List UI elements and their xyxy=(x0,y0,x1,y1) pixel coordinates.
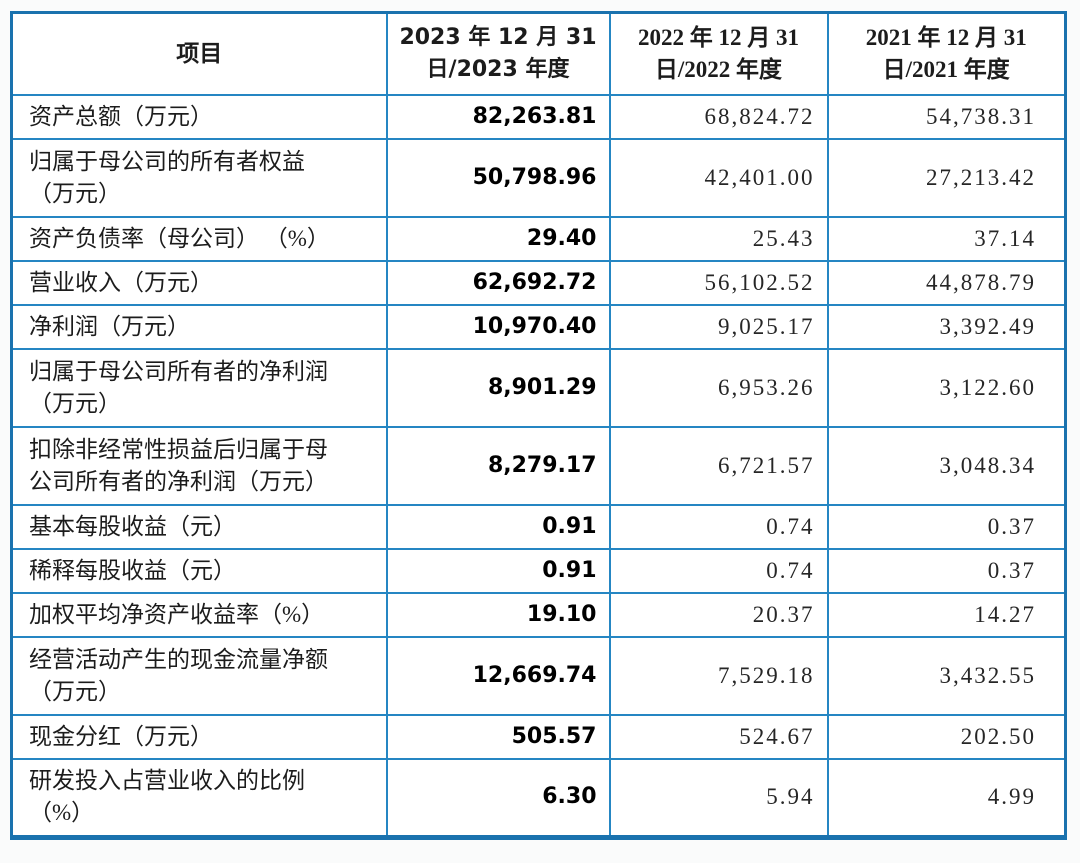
value-2023: 29.40 xyxy=(385,216,611,262)
table-row-total-assets: 资产总额（万元） 82,263.81 68,824.72 54,738.31 xyxy=(10,94,1067,140)
table-header-row: 项目 2023 年 12 月 31 日/2023 年度 2022 年 12 月 … xyxy=(10,11,1067,96)
value-2021: 3,392.49 xyxy=(826,304,1067,350)
table-row-diluted-eps: 稀释每股收益（元） 0.91 0.74 0.37 xyxy=(10,548,1067,594)
value-2022: 524.67 xyxy=(608,714,829,760)
value-2022: 9,025.17 xyxy=(608,304,829,350)
column-header-2023: 2023 年 12 月 31 日/2023 年度 xyxy=(385,11,611,96)
value-2022: 56,102.52 xyxy=(608,260,829,306)
row-label: 资产总额（万元） xyxy=(10,94,388,140)
value-2023: 50,798.96 xyxy=(385,138,611,218)
value-2023: 8,279.17 xyxy=(385,426,611,506)
column-header-2022: 2022 年 12 月 31 日/2022 年度 xyxy=(608,11,829,96)
row-label: 净利润（万元） xyxy=(10,304,388,350)
value-2022: 0.74 xyxy=(608,504,829,550)
value-2023: 19.10 xyxy=(385,592,611,638)
value-2022: 25.43 xyxy=(608,216,829,262)
value-2022: 7,529.18 xyxy=(608,636,829,716)
financial-summary-table: 项目 2023 年 12 月 31 日/2023 年度 2022 年 12 月 … xyxy=(10,11,1067,840)
row-label: 加权平均净资产收益率（%） xyxy=(10,592,388,638)
table-row-rd-ratio: 研发投入占营业收入的比例 （%） 6.30 5.94 4.99 xyxy=(10,758,1067,838)
table-row-weighted-roe: 加权平均净资产收益率（%） 19.10 20.37 14.27 xyxy=(10,592,1067,638)
value-2022: 6,721.57 xyxy=(608,426,829,506)
row-label: 归属于母公司的所有者权益 （万元） xyxy=(10,138,388,218)
value-2023: 0.91 xyxy=(385,548,611,594)
value-2023: 10,970.40 xyxy=(385,304,611,350)
value-2022: 5.94 xyxy=(608,758,829,838)
value-2021: 202.50 xyxy=(826,714,1067,760)
value-2023: 8,901.29 xyxy=(385,348,611,428)
table-row-parent-equity: 归属于母公司的所有者权益 （万元） 50,798.96 42,401.00 27… xyxy=(10,138,1067,218)
value-2021: 27,213.42 xyxy=(826,138,1067,218)
value-2023: 12,669.74 xyxy=(385,636,611,716)
value-2023: 505.57 xyxy=(385,714,611,760)
row-label: 基本每股收益（元） xyxy=(10,504,388,550)
value-2023: 82,263.81 xyxy=(385,94,611,140)
value-2022: 6,953.26 xyxy=(608,348,829,428)
row-label: 营业收入（万元） xyxy=(10,260,388,306)
table-row-net-profit: 净利润（万元） 10,970.40 9,025.17 3,392.49 xyxy=(10,304,1067,350)
value-2022: 42,401.00 xyxy=(608,138,829,218)
value-2021: 0.37 xyxy=(826,504,1067,550)
value-2021: 0.37 xyxy=(826,548,1067,594)
value-2022: 68,824.72 xyxy=(608,94,829,140)
table-row-operating-cash-flow: 经营活动产生的现金流量净额 （万元） 12,669.74 7,529.18 3,… xyxy=(10,636,1067,716)
value-2021: 54,738.31 xyxy=(826,94,1067,140)
table-row-debt-ratio: 资产负债率（母公司） （%） 29.40 25.43 37.14 xyxy=(10,216,1067,262)
table-row-revenue: 营业收入（万元） 62,692.72 56,102.52 44,878.79 xyxy=(10,260,1067,306)
table-row-basic-eps: 基本每股收益（元） 0.91 0.74 0.37 xyxy=(10,504,1067,550)
row-label: 稀释每股收益（元） xyxy=(10,548,388,594)
value-2021: 44,878.79 xyxy=(826,260,1067,306)
value-2023: 0.91 xyxy=(385,504,611,550)
value-2023: 6.30 xyxy=(385,758,611,838)
value-2021: 14.27 xyxy=(826,592,1067,638)
value-2022: 0.74 xyxy=(608,548,829,594)
table-row-cash-dividend: 现金分红（万元） 505.57 524.67 202.50 xyxy=(10,714,1067,760)
value-2021: 3,122.60 xyxy=(826,348,1067,428)
value-2021: 4.99 xyxy=(826,758,1067,838)
value-2021: 3,432.55 xyxy=(826,636,1067,716)
row-label: 现金分红（万元） xyxy=(10,714,388,760)
value-2021: 37.14 xyxy=(826,216,1067,262)
column-header-item: 项目 xyxy=(10,11,388,96)
row-label: 经营活动产生的现金流量净额 （万元） xyxy=(10,636,388,716)
value-2023: 62,692.72 xyxy=(385,260,611,306)
value-2022: 20.37 xyxy=(608,592,829,638)
table-row-parent-net-profit: 归属于母公司所有者的净利润 （万元） 8,901.29 6,953.26 3,1… xyxy=(10,348,1067,428)
row-label: 扣除非经常性损益后归属于母 公司所有者的净利润（万元） xyxy=(10,426,388,506)
row-label: 研发投入占营业收入的比例 （%） xyxy=(10,758,388,838)
table-row-deducted-net-profit: 扣除非经常性损益后归属于母 公司所有者的净利润（万元） 8,279.17 6,7… xyxy=(10,426,1067,506)
column-header-2021: 2021 年 12 月 31 日/2021 年度 xyxy=(826,11,1067,96)
row-label: 归属于母公司所有者的净利润 （万元） xyxy=(10,348,388,428)
value-2021: 3,048.34 xyxy=(826,426,1067,506)
row-label: 资产负债率（母公司） （%） xyxy=(10,216,388,262)
